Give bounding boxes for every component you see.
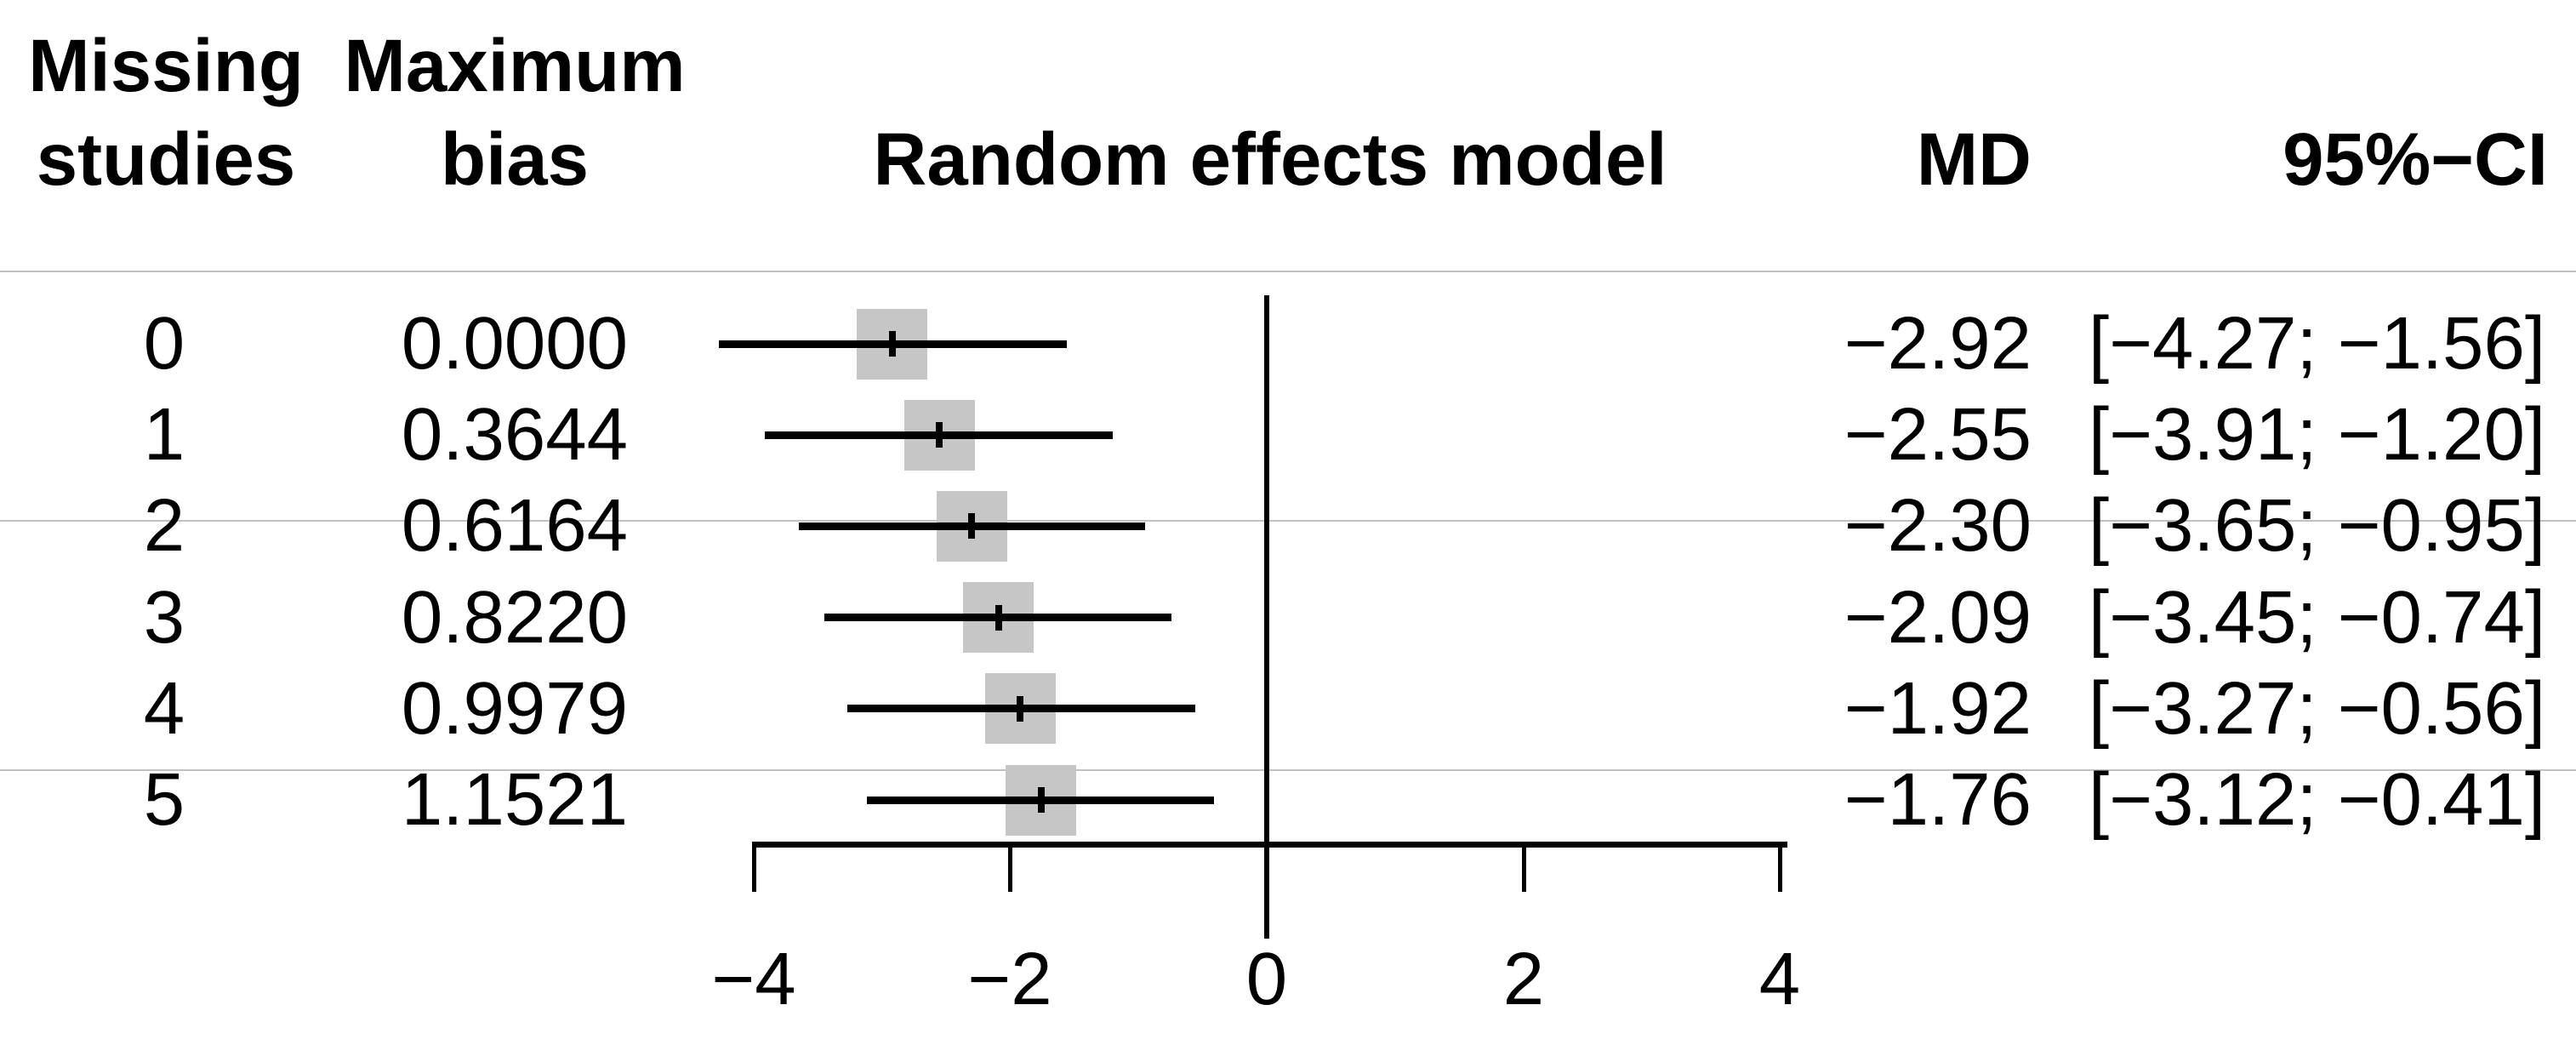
- x-axis-tick-label: 2: [1502, 938, 1545, 1020]
- x-axis-tick-label: 0: [1245, 938, 1288, 1020]
- missing-studies-value: 2: [143, 484, 185, 568]
- x-axis-tick: [1007, 845, 1012, 892]
- md-value: −1.92: [1844, 666, 2032, 750]
- point-estimate-marker: [994, 604, 1002, 631]
- md-header: MD: [1916, 118, 2032, 201]
- x-axis-tick: [1777, 845, 1782, 892]
- missing-studies-value: 5: [143, 758, 185, 841]
- missing-studies-value: 3: [143, 575, 185, 659]
- maximum-bias-value: 1.1521: [401, 758, 628, 841]
- point-estimate-marker: [1037, 787, 1045, 813]
- maximum-bias-value: 0.8220: [401, 575, 628, 659]
- ci-header: 95%−CI: [2282, 118, 2548, 201]
- x-axis-line: [752, 842, 1787, 848]
- point-estimate-marker: [968, 513, 976, 540]
- maximum-bias-header-line2: bias: [440, 118, 590, 201]
- maximum-bias-value: 0.6164: [401, 484, 628, 568]
- maximum-bias-value: 0.3644: [401, 393, 628, 477]
- artifact-line: [0, 520, 2576, 522]
- maximum-bias-value: 0.9979: [401, 666, 628, 750]
- x-axis-tick: [1264, 845, 1269, 892]
- ci-value: [−4.27; −1.56]: [2089, 302, 2545, 385]
- md-value: −2.09: [1844, 575, 2032, 659]
- md-value: −2.30: [1844, 484, 2032, 568]
- missing-studies-header-line2: studies: [36, 118, 296, 201]
- missing-studies-value: 1: [143, 393, 185, 477]
- missing-studies-header-line1: Missing: [28, 25, 304, 107]
- missing-studies-value: 4: [143, 666, 185, 750]
- plot-title: Random effects model: [873, 118, 1667, 201]
- ci-value: [−3.12; −0.41]: [2089, 758, 2545, 841]
- x-axis-tick-label: −2: [967, 938, 1052, 1020]
- artifact-line: [0, 769, 2576, 771]
- artifact-line: [0, 271, 2576, 272]
- x-axis-tick-label: −4: [711, 938, 796, 1020]
- x-axis-tick-label: 4: [1758, 938, 1801, 1020]
- point-estimate-marker: [888, 331, 896, 357]
- point-estimate-marker: [1017, 695, 1024, 722]
- ci-value: [−3.27; −0.56]: [2089, 666, 2545, 750]
- x-axis-tick: [751, 845, 756, 892]
- point-estimate-marker: [936, 422, 943, 448]
- maximum-bias-value: 0.0000: [401, 302, 628, 385]
- md-value: −2.92: [1844, 302, 2032, 385]
- ci-value: [−3.91; −1.20]: [2089, 393, 2545, 477]
- md-value: −2.55: [1844, 393, 2032, 477]
- zero-reference-line: [1264, 295, 1269, 939]
- ci-value: [−3.45; −0.74]: [2089, 575, 2545, 659]
- x-axis-tick: [1521, 845, 1526, 892]
- ci-value: [−3.65; −0.95]: [2089, 484, 2545, 568]
- md-value: −1.76: [1844, 758, 2032, 841]
- maximum-bias-header-line1: Maximum: [344, 25, 686, 107]
- missing-studies-value: 0: [143, 302, 185, 385]
